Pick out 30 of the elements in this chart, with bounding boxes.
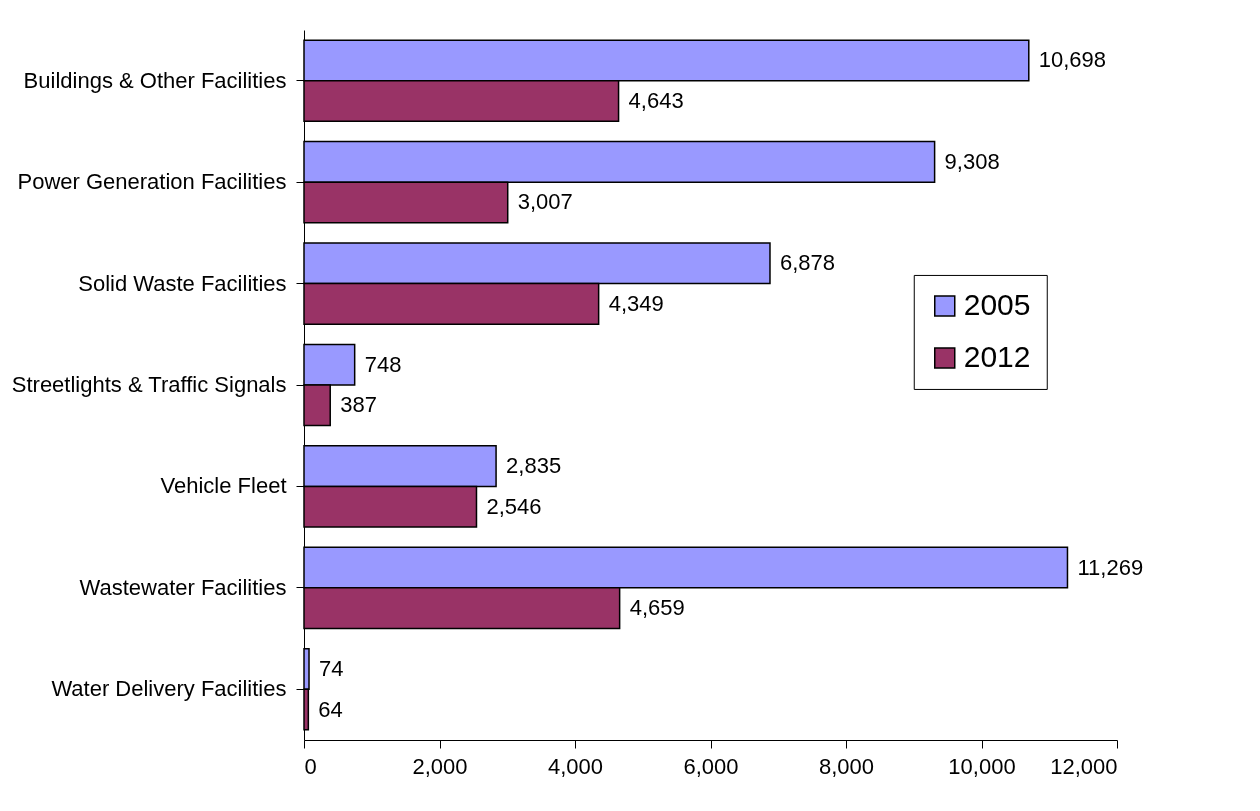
x-tick-label: 12,000 (1050, 753, 1118, 779)
y-tick-label: Wastewater Facilities (79, 574, 287, 600)
data-label: 11,269 (1077, 554, 1144, 580)
data-label: 2,835 (506, 453, 562, 479)
data-label: 4,643 (628, 88, 684, 113)
legend-label: 2005 (963, 287, 1031, 321)
data-label: 2,546 (486, 493, 542, 519)
x-tick-label: 10,000 (948, 753, 1016, 779)
y-tick-label: Water Delivery Facilities (51, 676, 287, 702)
x-tick-label: 4,000 (547, 753, 604, 779)
x-tick-label: 6,000 (683, 753, 739, 779)
data-label: 10,698 (1038, 47, 1107, 73)
y-tick-label: Streetlights & Traffic Signals (11, 372, 287, 397)
data-label: 64 (318, 696, 343, 722)
data-label: 4,659 (629, 595, 685, 621)
data-label: 3,007 (517, 189, 573, 215)
y-tick-label: Power Generation Facilities (17, 169, 287, 195)
y-tick-label: Solid Waste Facilities (78, 270, 287, 296)
x-tick-label: 2,000 (412, 753, 468, 779)
x-tick-label: 8,000 (818, 753, 875, 779)
legend-label: 2012 (963, 339, 1031, 373)
data-label: 748 (364, 351, 402, 377)
data-label: 6,878 (779, 250, 836, 276)
data-label: 9,308 (944, 148, 1000, 174)
data-label: 387 (340, 392, 377, 418)
data-label: 74 (319, 656, 344, 681)
y-tick-label: Buildings & Other Facilities (23, 67, 287, 93)
y-tick-label: Vehicle Fleet (160, 473, 287, 499)
x-tick-label: 0 (304, 753, 317, 779)
data-label: 4,349 (608, 290, 664, 316)
